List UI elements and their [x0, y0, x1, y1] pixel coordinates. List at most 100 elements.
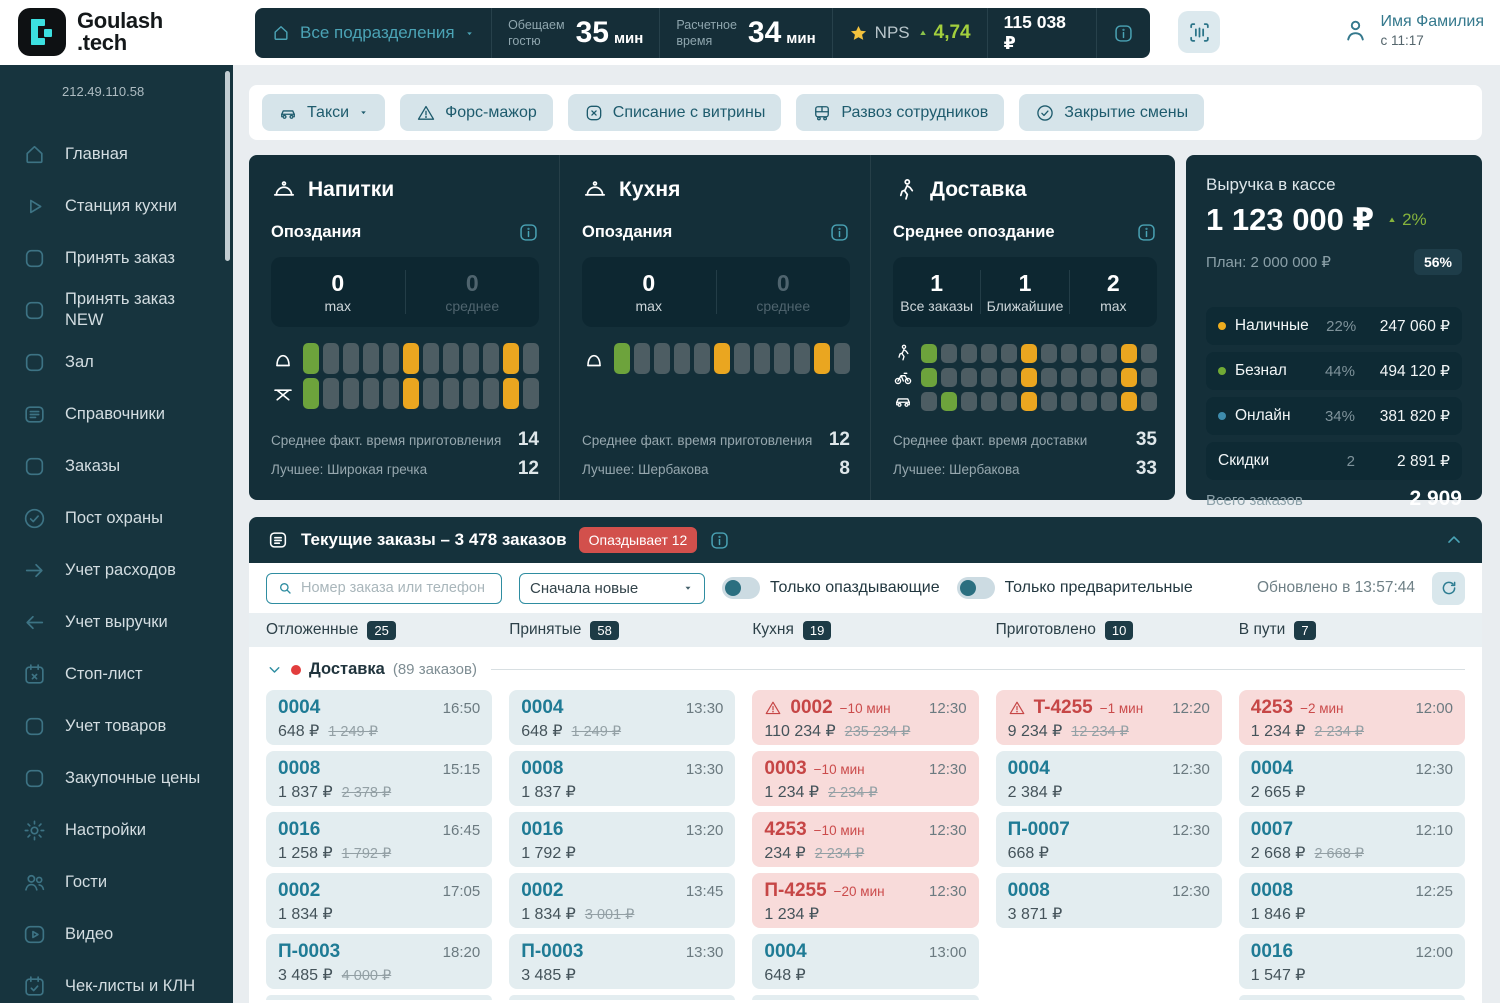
bike-icon [893, 367, 913, 387]
sort-select[interactable]: Сначала новые [519, 572, 705, 604]
action-button-label: Развоз сотрудников [841, 103, 989, 121]
action-button[interactable]: Такси [262, 94, 386, 131]
order-card[interactable]: 4253 −10 мин 12:30 234 ₽ 2 234 ₽ [752, 812, 979, 867]
sidebar-item[interactable]: Гости [0, 856, 233, 908]
order-old-price: 1 249 ₽ [571, 724, 622, 740]
order-card[interactable]: 0008 12:25 1 846 ₽ [1238, 873, 1465, 928]
info-icon[interactable] [1136, 222, 1157, 243]
payment-type-amount: 2 891 ₽ [1397, 452, 1450, 470]
cash-block: 115 038 ₽ [986, 8, 1096, 58]
action-button[interactable]: Развоз сотрудников [796, 94, 1005, 131]
timeline-tile [1001, 367, 1017, 387]
order-number: П-0007 [1007, 819, 1070, 840]
order-card-line2: 1 547 ₽ [1251, 965, 1453, 985]
order-card[interactable]: 0016 13:20 1 792 ₽ [509, 812, 736, 867]
sidebar-item[interactable]: Принять заказ NEW [0, 284, 233, 336]
order-card[interactable]: 0008 13:30 1 837 ₽ [509, 751, 736, 806]
order-card[interactable]: 0004 12:30 2 384 ₽ [995, 751, 1222, 806]
order-card[interactable]: 4253 −2 мин 12:00 1 234 ₽ 2 234 ₽ [1238, 690, 1465, 745]
refresh-button[interactable] [1432, 571, 1465, 605]
order-card[interactable]: 0008 15:15 1 837 ₽ 2 378 ₽ [266, 751, 493, 806]
station-metrics: Среднее факт. время приготовления 12 Лучше… [582, 422, 850, 480]
division-selector[interactable]: Все подразделения [255, 8, 491, 58]
order-card[interactable]: 0003 −10 мин 12:30 1 234 ₽ 2 234 ₽ [752, 751, 979, 806]
search-input[interactable] [301, 580, 491, 596]
calendar-x-icon [22, 662, 47, 687]
sidebar-item[interactable]: Принять заказ [0, 232, 233, 284]
order-price: 648 ₽ [521, 723, 563, 740]
order-card[interactable]: 0007 12:10 2 668 ₽ 2 668 ₽ [1238, 812, 1465, 867]
sidebar-item[interactable]: Учет расходов [0, 544, 233, 596]
order-card[interactable]: 0002 17:05 1 834 ₽ [266, 873, 493, 928]
timeline-tile [654, 343, 670, 374]
sidebar-item[interactable]: Учет выручки [0, 596, 233, 648]
station-stat-value: 0 [331, 270, 345, 296]
timeline-tile [634, 343, 650, 374]
status-column-label: Отложенные [266, 621, 359, 638]
star-icon [849, 24, 868, 43]
order-card[interactable]: П-0007 12:30 668 ₽ [995, 812, 1222, 867]
order-time: 12:30 [929, 882, 967, 900]
order-card[interactable]: T-4255 −1 мин 12:20 9 234 ₽ 12 234 ₽ [995, 690, 1222, 745]
order-card[interactable]: П-0003 18:20 3 485 ₽ 4 000 ₽ [266, 934, 493, 989]
order-card-line1: 0016 13:20 [521, 819, 723, 841]
sidebar-item[interactable]: Зал [0, 336, 233, 388]
order-card[interactable]: 0016 16:45 1 258 ₽ 1 792 ₽ [266, 812, 493, 867]
station-metric: Среднее факт. время приготовления 12 [582, 429, 850, 451]
info-icon[interactable] [829, 222, 850, 243]
order-old-price: 235 234 ₽ [844, 724, 911, 740]
chevron-up-icon[interactable] [1444, 530, 1464, 550]
order-card-line2: 1 258 ₽ 1 792 ₽ [278, 843, 480, 863]
info-icon[interactable] [709, 530, 730, 551]
barcode-scan-button[interactable] [1178, 11, 1220, 53]
chevron-down-icon[interactable] [266, 661, 283, 678]
order-card[interactable]: 0004 12:30 2 665 ₽ [1238, 751, 1465, 806]
order-card[interactable]: 0002 −10 мин 12:30 110 234 ₽ 235 234 ₽ [752, 690, 979, 745]
walk-icon [893, 177, 919, 203]
sidebar-item[interactable]: Станция кухни [0, 180, 233, 232]
preorders-only-toggle[interactable] [956, 577, 995, 599]
timeline-tile [961, 367, 977, 387]
order-card-line2: 648 ₽ 1 249 ₽ [278, 721, 480, 741]
timeline-tiles [303, 343, 539, 374]
sidebar-item[interactable]: Стоп-лист [0, 648, 233, 700]
user-menu[interactable]: Имя Фамилия с 11:17 [1342, 13, 1484, 48]
sidebar-item[interactable]: Закупочные цены [0, 752, 233, 804]
timeline-tile [443, 343, 459, 374]
order-number: 0003 [764, 758, 807, 779]
action-button[interactable]: Закрытие смены [1019, 94, 1205, 131]
order-card[interactable]: 0004 13:00 648 ₽ [752, 934, 979, 989]
header-info[interactable] [1096, 8, 1150, 58]
sidebar-item[interactable]: Настройки [0, 804, 233, 856]
order-card[interactable]: 0004 13:30 648 ₽ 1 249 ₽ [509, 690, 736, 745]
sidebar-item[interactable]: Пост охраны [0, 492, 233, 544]
order-price: 2 665 ₽ [1250, 784, 1306, 801]
info-icon[interactable] [518, 222, 539, 243]
order-card[interactable]: 0002 13:45 1 834 ₽ 3 001 ₽ [509, 873, 736, 928]
sidebar-item[interactable]: Чек-листы и КЛН [0, 960, 233, 1003]
order-card[interactable]: П-4255 −20 мин 12:30 1 234 ₽ [752, 873, 979, 928]
late-orders-badge[interactable]: Опаздывает 12 [578, 527, 698, 553]
station-stat-value: 0 [642, 270, 656, 296]
order-number: 4253 [764, 819, 807, 840]
action-button[interactable]: Списание с витрины [567, 94, 782, 131]
order-card[interactable]: 0016 12:00 1 547 ₽ [1238, 934, 1465, 989]
payment-type-percent: 22% [1326, 317, 1357, 335]
action-button[interactable]: Форс-мажор [400, 94, 553, 131]
late-only-toggle[interactable] [722, 577, 760, 599]
order-card[interactable]: 0008 12:30 3 871 ₽ [995, 873, 1222, 928]
sidebar-item[interactable]: Видео [0, 908, 233, 960]
sidebar-item-label: Заказы [65, 456, 121, 475]
order-card[interactable]: 0004 16:50 648 ₽ 1 249 ₽ [266, 690, 493, 745]
sidebar-item[interactable]: Главная [0, 128, 233, 180]
sidebar-item[interactable]: Учет товаров [0, 700, 233, 752]
timeline-tile [981, 391, 997, 411]
station-panel: Доставка Среднее опоздание 1 Все заказы 1 Бли… [870, 155, 1177, 500]
sidebar-item[interactable]: Заказы [0, 440, 233, 492]
calc-time: Расчетное время 34 мин [659, 8, 831, 58]
order-price: 9 234 ₽ [1007, 723, 1063, 740]
order-search[interactable] [266, 572, 502, 604]
sidebar-scrollbar[interactable] [225, 71, 230, 261]
order-card[interactable]: П-0003 13:30 3 485 ₽ [509, 934, 736, 989]
sidebar-item[interactable]: Справочники [0, 388, 233, 440]
